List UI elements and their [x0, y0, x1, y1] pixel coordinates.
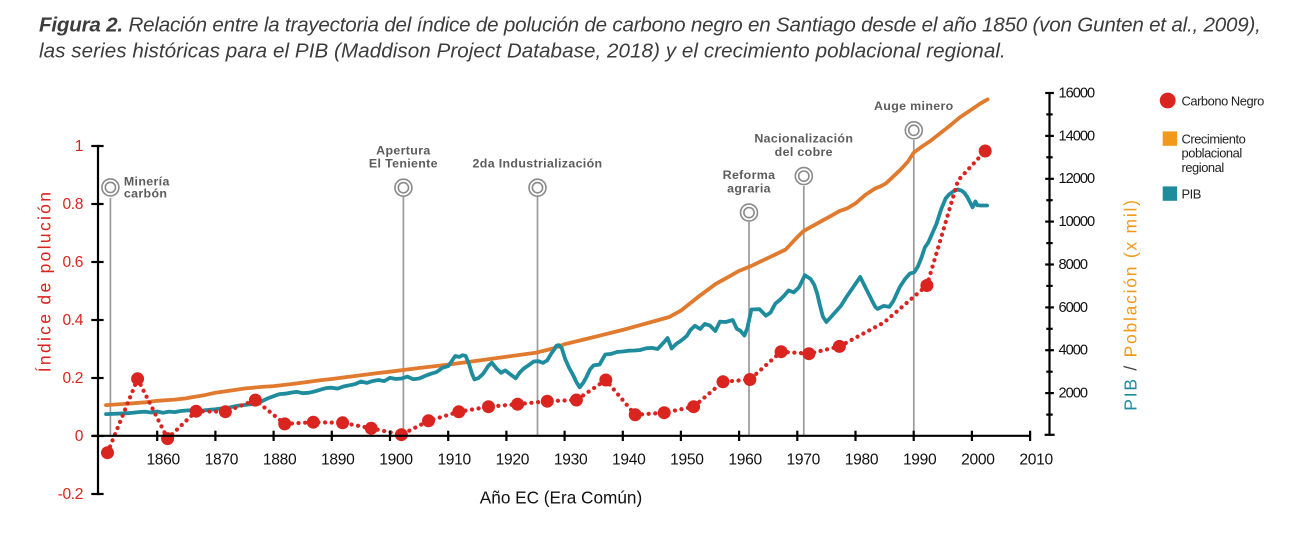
svg-text:carbón: carbón [124, 187, 167, 201]
svg-text:las series históricas para el: las series históricas para el PIB (Maddi… [39, 40, 1006, 63]
svg-text:2000: 2000 [961, 452, 995, 469]
svg-text:1980: 1980 [845, 452, 879, 469]
svg-text:16000: 16000 [1059, 85, 1095, 101]
svg-text:1950: 1950 [670, 452, 704, 469]
svg-text:0.4: 0.4 [63, 312, 84, 329]
svg-text:0.6: 0.6 [63, 254, 83, 271]
svg-text:El Teniente: El Teniente [369, 157, 438, 171]
svg-text:12000: 12000 [1059, 171, 1095, 187]
svg-text:2010: 2010 [1019, 452, 1053, 469]
svg-text:1: 1 [75, 138, 83, 155]
svg-text:regional: regional [1182, 160, 1224, 175]
svg-text:-0.2: -0.2 [58, 486, 83, 503]
svg-text:1880: 1880 [263, 452, 297, 469]
svg-text:agraria: agraria [727, 181, 771, 195]
svg-text:10000: 10000 [1059, 214, 1095, 230]
svg-text:Carbono Negro: Carbono Negro [1182, 93, 1265, 108]
svg-text:4000: 4000 [1059, 343, 1088, 359]
svg-text:1930: 1930 [554, 452, 588, 469]
svg-text:Año EC (Era Común): Año EC (Era Común) [480, 488, 642, 508]
svg-text:1890: 1890 [321, 452, 355, 469]
svg-text:1990: 1990 [903, 452, 937, 469]
svg-text:del cobre: del cobre [775, 145, 833, 159]
svg-text:PIB: PIB [1182, 186, 1201, 201]
svg-text:0.8: 0.8 [63, 196, 83, 213]
svg-text:0.2: 0.2 [63, 370, 83, 387]
svg-text:1870: 1870 [205, 452, 239, 469]
svg-text:poblacional: poblacional [1182, 146, 1242, 161]
svg-text:1960: 1960 [728, 452, 762, 469]
svg-text:Auge minero: Auge minero [874, 99, 954, 113]
svg-text:2000: 2000 [1059, 386, 1088, 402]
svg-text:2da Industrialización: 2da Industrialización [473, 157, 603, 171]
svg-text:Minería: Minería [124, 174, 170, 188]
svg-text:Nacionalización: Nacionalización [754, 132, 853, 146]
svg-text:Apertura: Apertura [376, 143, 430, 157]
svg-text:1940: 1940 [612, 452, 646, 469]
svg-text:Figura 2. Relación entre la tr: Figura 2. Relación entre la trayectoria … [39, 14, 1261, 37]
svg-text:1910: 1910 [437, 452, 471, 469]
svg-text:0: 0 [75, 428, 84, 445]
svg-text:1900: 1900 [379, 452, 413, 469]
svg-text:PIB / Población (x mil): PIB / Población (x mil) [1121, 198, 1141, 410]
svg-text:8000: 8000 [1059, 257, 1088, 273]
svg-text:1970: 1970 [787, 452, 821, 469]
svg-text:Índice de polución: Índice de polución [35, 190, 55, 372]
svg-text:Crecimiento: Crecimiento [1182, 131, 1246, 146]
svg-text:6000: 6000 [1059, 300, 1088, 316]
svg-text:1920: 1920 [496, 452, 530, 469]
svg-text:14000: 14000 [1059, 128, 1095, 144]
svg-text:1860: 1860 [146, 452, 180, 469]
svg-text:Reforma: Reforma [723, 168, 776, 182]
